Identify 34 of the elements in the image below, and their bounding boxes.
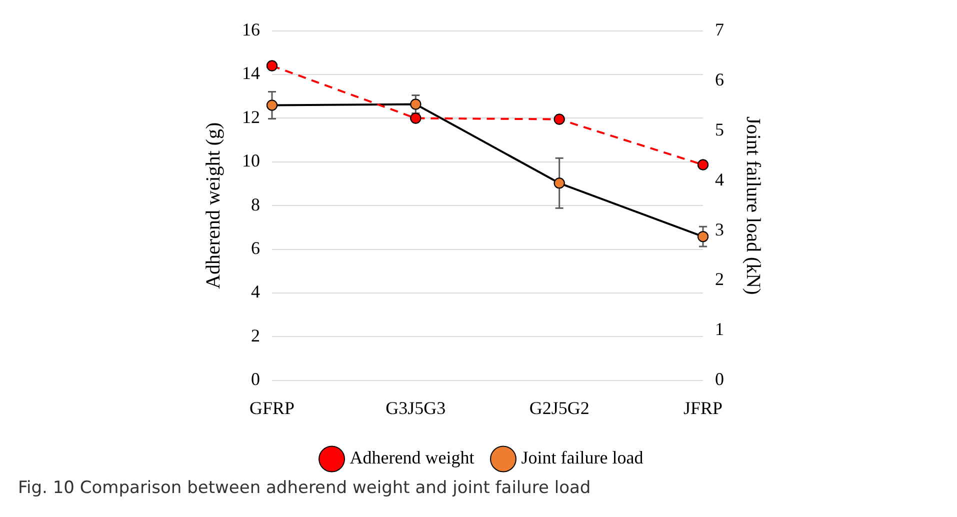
x-tick-label: GFRP xyxy=(249,398,295,418)
y-tick-label: 16 xyxy=(242,20,260,40)
y-tick-label: 10 xyxy=(242,150,260,171)
legend-label: Adherend weight xyxy=(350,448,474,468)
y2-tick-label: 2 xyxy=(715,269,724,290)
caption: Fig. 10 Comparison between adherend weight and joint failure load xyxy=(17,478,592,498)
y-tick-label: 0 xyxy=(251,369,260,390)
y2-tick-label: 7 xyxy=(715,20,724,40)
point xyxy=(410,112,422,124)
x-tick-label: G2J5G2 xyxy=(529,398,590,418)
y-tick-label: 8 xyxy=(251,194,260,214)
y-axis-title: Adherend weight (g) xyxy=(202,122,224,289)
y-tick-label: 14 xyxy=(242,63,260,84)
y-tick-label: 6 xyxy=(251,238,260,258)
point xyxy=(698,231,708,242)
y-tick-label: 12 xyxy=(242,106,260,127)
legend-label: Joint failure load xyxy=(521,448,644,468)
y-tick-label: 2 xyxy=(251,325,260,346)
y-tick-label: 4 xyxy=(251,282,260,302)
y2-tick-label: 4 xyxy=(715,169,724,190)
point xyxy=(554,114,565,125)
point xyxy=(698,159,708,170)
y2-tick-label: 0 xyxy=(715,369,724,390)
x-tick-label: G3J5G3 xyxy=(386,398,446,418)
y2-tick-label: 6 xyxy=(715,69,724,90)
point xyxy=(266,60,278,72)
y2-axis-title: Joint failure load (kN) xyxy=(742,116,764,295)
point xyxy=(554,178,565,189)
point xyxy=(266,100,278,111)
point xyxy=(410,98,422,110)
y2-tick-label: 1 xyxy=(715,319,724,340)
y2-tick-label: 5 xyxy=(715,119,724,140)
y2-tick-label: 3 xyxy=(715,219,724,240)
x-tick-label: JFRP xyxy=(683,398,723,418)
